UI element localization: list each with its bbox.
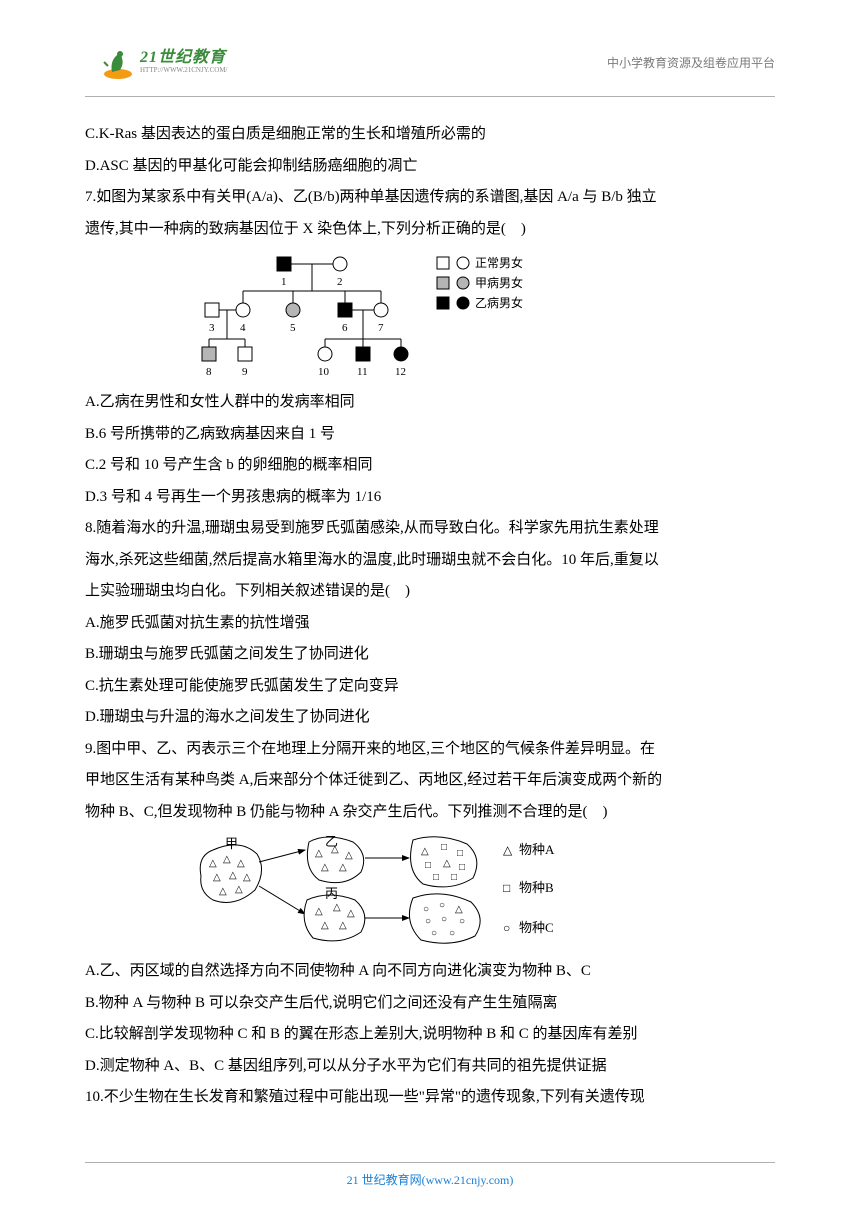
svg-text:5: 5 (290, 322, 296, 334)
svg-text:△: △ (421, 846, 429, 857)
svg-text:△: △ (339, 862, 347, 873)
legend-jia: 甲病男女 (475, 275, 523, 290)
q7-line2: 遗传,其中一种病的致病基因位于 X 染色体上,下列分析正确的是( ) (85, 214, 775, 246)
q8-option-b: B.珊瑚虫与施罗氏弧菌之间发生了协同进化 (85, 639, 775, 671)
header-right-text: 中小学教育资源及组卷应用平台 (607, 54, 775, 71)
svg-text:△: △ (333, 902, 341, 913)
q9-line3: 物种 B、C,但发现物种 B 仍能与物种 A 杂交产生后代。下列推测不合理的是(… (85, 797, 775, 829)
svg-text:△: △ (321, 862, 329, 873)
q7-pedigree-diagram: 正常男女 甲病男女 乙病男女 1 2 3 4 5 6 7 (185, 251, 775, 385)
svg-text:11: 11 (357, 366, 368, 378)
svg-text:12: 12 (395, 366, 406, 378)
svg-text:△: △ (213, 872, 221, 883)
svg-text:○: ○ (503, 921, 510, 935)
svg-text:△: △ (243, 872, 251, 883)
svg-text:6: 6 (342, 322, 348, 334)
q10-line1: 10.不少生物在生长发育和繁殖过程中可能出现一些"异常"的遗传现象,下列有关遗传… (85, 1082, 775, 1114)
legend-yi: 乙病男女 (475, 295, 523, 310)
svg-text:○: ○ (449, 928, 455, 939)
svg-text:9: 9 (242, 366, 248, 378)
svg-text:10: 10 (318, 366, 330, 378)
svg-text:○: ○ (431, 928, 437, 939)
svg-text:○: ○ (425, 916, 431, 927)
svg-text:○: ○ (439, 900, 445, 911)
q8-line2: 海水,杀死这些细菌,然后提高水箱里海水的温度,此时珊瑚虫就不会白化。10 年后,… (85, 545, 775, 577)
svg-text:△: △ (235, 884, 243, 895)
label-jia: 甲 (225, 836, 238, 851)
svg-text:□: □ (451, 872, 457, 883)
page-header: 21世纪教育 HTTP://WWW.21CNJY.COM/ 中小学教育资源及组卷… (0, 0, 860, 92)
svg-text:△: △ (331, 844, 339, 855)
svg-text:△: △ (315, 906, 323, 917)
q9-option-d: D.测定物种 A、B、C 基因组序列,可以从分子水平为它们有共同的祖先提供证据 (85, 1051, 775, 1083)
svg-text:△: △ (209, 858, 217, 869)
svg-text:□: □ (425, 860, 431, 871)
logo-text: 21世纪教育 HTTP://WWW.21CNJY.COM/ (140, 50, 228, 74)
footer-text: 21 世纪教育网(www.21cnjy.com) (0, 1171, 860, 1188)
svg-text:4: 4 (240, 322, 246, 334)
svg-text:□: □ (459, 862, 465, 873)
document-content: C.K-Ras 基因表达的蛋白质是细胞正常的生长和增殖所必需的 D.ASC 基因… (0, 97, 860, 1114)
q7-option-d: D.3 号和 4 号再生一个男孩患病的概率为 1/16 (85, 482, 775, 514)
q7-option-c: C.2 号和 10 号产生含 b 的卵细胞的概率相同 (85, 450, 775, 482)
svg-text:7: 7 (378, 322, 384, 334)
q9-region-diagram: 甲 △△△ △△△ △△ 乙 △△△△△ △□□ □△□ □□ 丙 (195, 836, 775, 952)
q9-option-a: A.乙、丙区域的自然选择方向不同使物种 A 向不同方向进化演变为物种 B、C (85, 956, 775, 988)
svg-text:△: △ (443, 858, 451, 869)
svg-text:□: □ (441, 842, 447, 853)
svg-text:○: ○ (441, 914, 447, 925)
q9-option-b: B.物种 A 与物种 B 可以杂交产生后代,说明它们之间还没有产生生殖隔离 (85, 988, 775, 1020)
svg-text:△: △ (237, 858, 245, 869)
svg-text:△: △ (219, 886, 227, 897)
svg-text:3: 3 (209, 322, 215, 334)
svg-text:2: 2 (337, 276, 343, 288)
svg-text:1: 1 (281, 276, 287, 288)
label-bing: 丙 (325, 886, 338, 901)
q9-option-c: C.比较解剖学发现物种 C 和 B 的翼在形态上差别大,说明物种 B 和 C 的… (85, 1019, 775, 1051)
legend-species-b: 物种B (519, 880, 554, 895)
svg-text:△: △ (223, 854, 231, 865)
svg-text:△: △ (321, 920, 329, 931)
svg-text:○: ○ (459, 916, 465, 927)
q9-line1: 9.图中甲、乙、丙表示三个在地理上分隔开来的地区,三个地区的气候条件差异明显。在 (85, 734, 775, 766)
q9-line2: 甲地区生活有某种鸟类 A,后来部分个体迁徙到乙、丙地区,经过若干年后演变成两个新… (85, 765, 775, 797)
legend-species-a: 物种A (519, 842, 555, 857)
q7-line1: 7.如图为某家系中有关甲(A/a)、乙(B/b)两种单基因遗传病的系谱图,基因 … (85, 182, 775, 214)
svg-text:8: 8 (206, 366, 212, 378)
q8-option-d: D.珊瑚虫与升温的海水之间发生了协同进化 (85, 702, 775, 734)
svg-text:□: □ (433, 872, 439, 883)
q6-option-c: C.K-Ras 基因表达的蛋白质是细胞正常的生长和增殖所必需的 (85, 119, 775, 151)
q8-line3: 上实验珊瑚虫均白化。下列相关叙述错误的是( ) (85, 576, 775, 608)
footer-divider (85, 1162, 775, 1163)
svg-text:□: □ (503, 881, 510, 895)
svg-text:○: ○ (423, 904, 429, 915)
svg-text:△: △ (503, 843, 513, 857)
legend-normal: 正常男女 (475, 255, 523, 270)
svg-text:△: △ (345, 850, 353, 861)
logo-main-text: 21世纪教育 (140, 50, 228, 66)
q7-option-b: B.6 号所携带的乙病致病基因来自 1 号 (85, 419, 775, 451)
q8-line1: 8.随着海水的升温,珊瑚虫易受到施罗氏弧菌感染,从而导致白化。科学家先用抗生素处… (85, 513, 775, 545)
logo-sub-text: HTTP://WWW.21CNJY.COM/ (140, 67, 228, 74)
svg-text:△: △ (347, 908, 355, 919)
svg-text:△: △ (315, 848, 323, 859)
q8-option-a: A.施罗氏弧菌对抗生素的抗性增强 (85, 608, 775, 640)
svg-text:△: △ (339, 920, 347, 931)
q7-option-a: A.乙病在男性和女性人群中的发病率相同 (85, 387, 775, 419)
svg-text:△: △ (455, 904, 463, 915)
svg-text:□: □ (457, 848, 463, 859)
logo: 21世纪教育 HTTP://WWW.21CNJY.COM/ (100, 44, 228, 80)
logo-icon (100, 44, 136, 80)
svg-text:△: △ (229, 870, 237, 881)
legend-species-c: 物种C (519, 920, 554, 935)
q6-option-d: D.ASC 基因的甲基化可能会抑制结肠癌细胞的凋亡 (85, 151, 775, 183)
q8-option-c: C.抗生素处理可能使施罗氏弧菌发生了定向变异 (85, 671, 775, 703)
page-footer: 21 世纪教育网(www.21cnjy.com) (0, 1162, 860, 1188)
